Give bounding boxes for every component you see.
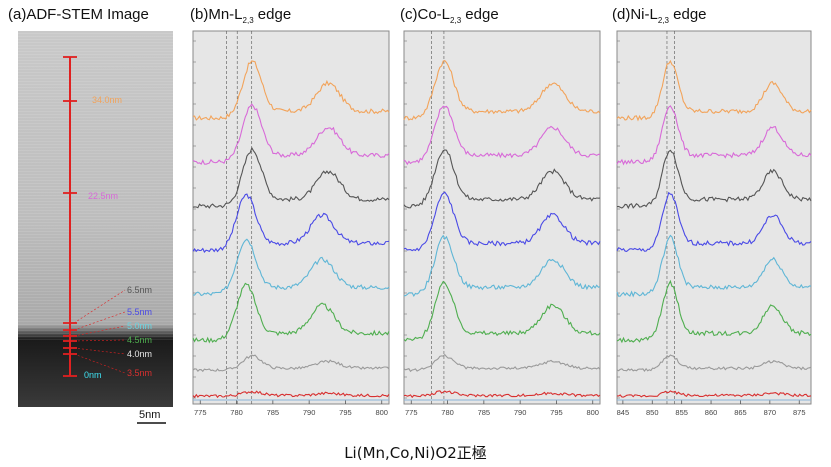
- spectrum-line: [616, 390, 812, 398]
- stem-depth-label: 0nm: [84, 370, 102, 380]
- x-tick-label: 795: [339, 408, 352, 417]
- x-tick-label: 790: [303, 408, 316, 417]
- figure-caption: Li(Mn,Co,Ni)O2正極: [344, 444, 487, 462]
- x-tick-label: 780: [441, 408, 454, 417]
- spectrum-line: [616, 105, 812, 166]
- eels-panel: (b)Mn-L2,3 edge 775 780 785 790 795 800: [190, 6, 390, 417]
- spectrum-line: [616, 279, 812, 344]
- x-tick-label: 795: [550, 408, 563, 417]
- x-tick-label: 865: [734, 408, 747, 417]
- spectrum-line: [403, 234, 601, 297]
- plot-area: [616, 30, 812, 405]
- stem-panel: (a)ADF-STEM Image 34.0nm 22.5nm 6.5nm 5.5nm…: [8, 6, 173, 424]
- eels-panel: (d)Ni-L2,3 edge 845 850 855 860 865 870 875: [612, 6, 812, 417]
- stem-lattice: [18, 31, 173, 341]
- stem-depth-label: 22.5nm: [88, 191, 118, 201]
- stem-leader-line: [73, 353, 126, 374]
- spectrum-line: [403, 353, 601, 373]
- x-tick-label: 785: [478, 408, 491, 417]
- stem-depth-label: 4.5nm: [127, 335, 152, 345]
- stem-depth-label: 6.5nm: [127, 285, 152, 295]
- x-tick-label: 800: [586, 408, 599, 417]
- spectrum-line: [616, 149, 812, 210]
- stem-title: (a)ADF-STEM Image: [8, 6, 149, 23]
- x-tick-label: 785: [267, 408, 280, 417]
- x-tick-label: 790: [514, 408, 527, 417]
- plot-area: [403, 30, 601, 405]
- figure: (a)ADF-STEM Image 34.0nm 22.5nm 6.5nm 5.5nm…: [8, 6, 812, 424]
- stem-leader-line: [73, 311, 126, 331]
- x-tick-label: 855: [675, 408, 688, 417]
- panel-title: (d)Ni-L2,3 edge: [612, 6, 707, 25]
- stem-markers: 34.0nm 22.5nm 6.5nm 5.5nm 5.0nm 4.5nm 4.0nm 3.5…: [63, 56, 152, 380]
- spectrum-line: [616, 59, 812, 122]
- eels-panel: (c)Co-L2,3 edge 775 780 785 790 795 800: [400, 6, 601, 417]
- spectrum-line: [192, 354, 390, 373]
- spectrum-line: [403, 191, 601, 252]
- spectrum-line: [403, 390, 601, 399]
- x-tick-label: 775: [194, 408, 207, 417]
- spectrum-line: [192, 60, 390, 121]
- x-tick-label: 870: [764, 408, 777, 417]
- panel-title: (c)Co-L2,3 edge: [400, 6, 499, 25]
- spectrum-line: [616, 191, 812, 252]
- x-tick-label: 845: [617, 408, 630, 417]
- stem-depth-label: 5.5nm: [127, 307, 152, 317]
- spectrum-line: [403, 280, 601, 342]
- spectrum-line: [192, 146, 390, 209]
- stem-leader-line: [73, 339, 126, 342]
- spectrum-line: [403, 149, 601, 209]
- plot-area: [192, 30, 390, 405]
- spectrum-line: [192, 238, 390, 297]
- x-tick-label: 850: [646, 408, 659, 417]
- x-tick-label: 775: [405, 408, 418, 417]
- stem-depth-label: 5.0nm: [127, 321, 152, 331]
- spectrum-line: [403, 105, 601, 166]
- x-tick-label: 875: [793, 408, 806, 417]
- stem-leader-line: [73, 325, 126, 337]
- stem-depth-label: 4.0nm: [127, 349, 152, 359]
- panel-title: (b)Mn-L2,3 edge: [190, 6, 291, 25]
- stem-depth-label: 34.0nm: [92, 95, 122, 105]
- x-tick-label: 860: [705, 408, 718, 417]
- spectrum-line: [192, 282, 390, 344]
- scalebar-label: 5nm: [139, 409, 160, 421]
- spectrum-line: [192, 193, 390, 253]
- spectrum-line: [192, 103, 390, 165]
- spectrum-line: [192, 390, 390, 399]
- spectrum-line: [616, 234, 812, 298]
- stem-depth-label: 3.5nm: [127, 368, 152, 378]
- spectrum-line: [616, 354, 812, 373]
- spectrum-line: [403, 59, 601, 121]
- x-tick-label: 780: [230, 408, 243, 417]
- x-tick-label: 800: [375, 408, 388, 417]
- stem-leader-line: [73, 347, 126, 355]
